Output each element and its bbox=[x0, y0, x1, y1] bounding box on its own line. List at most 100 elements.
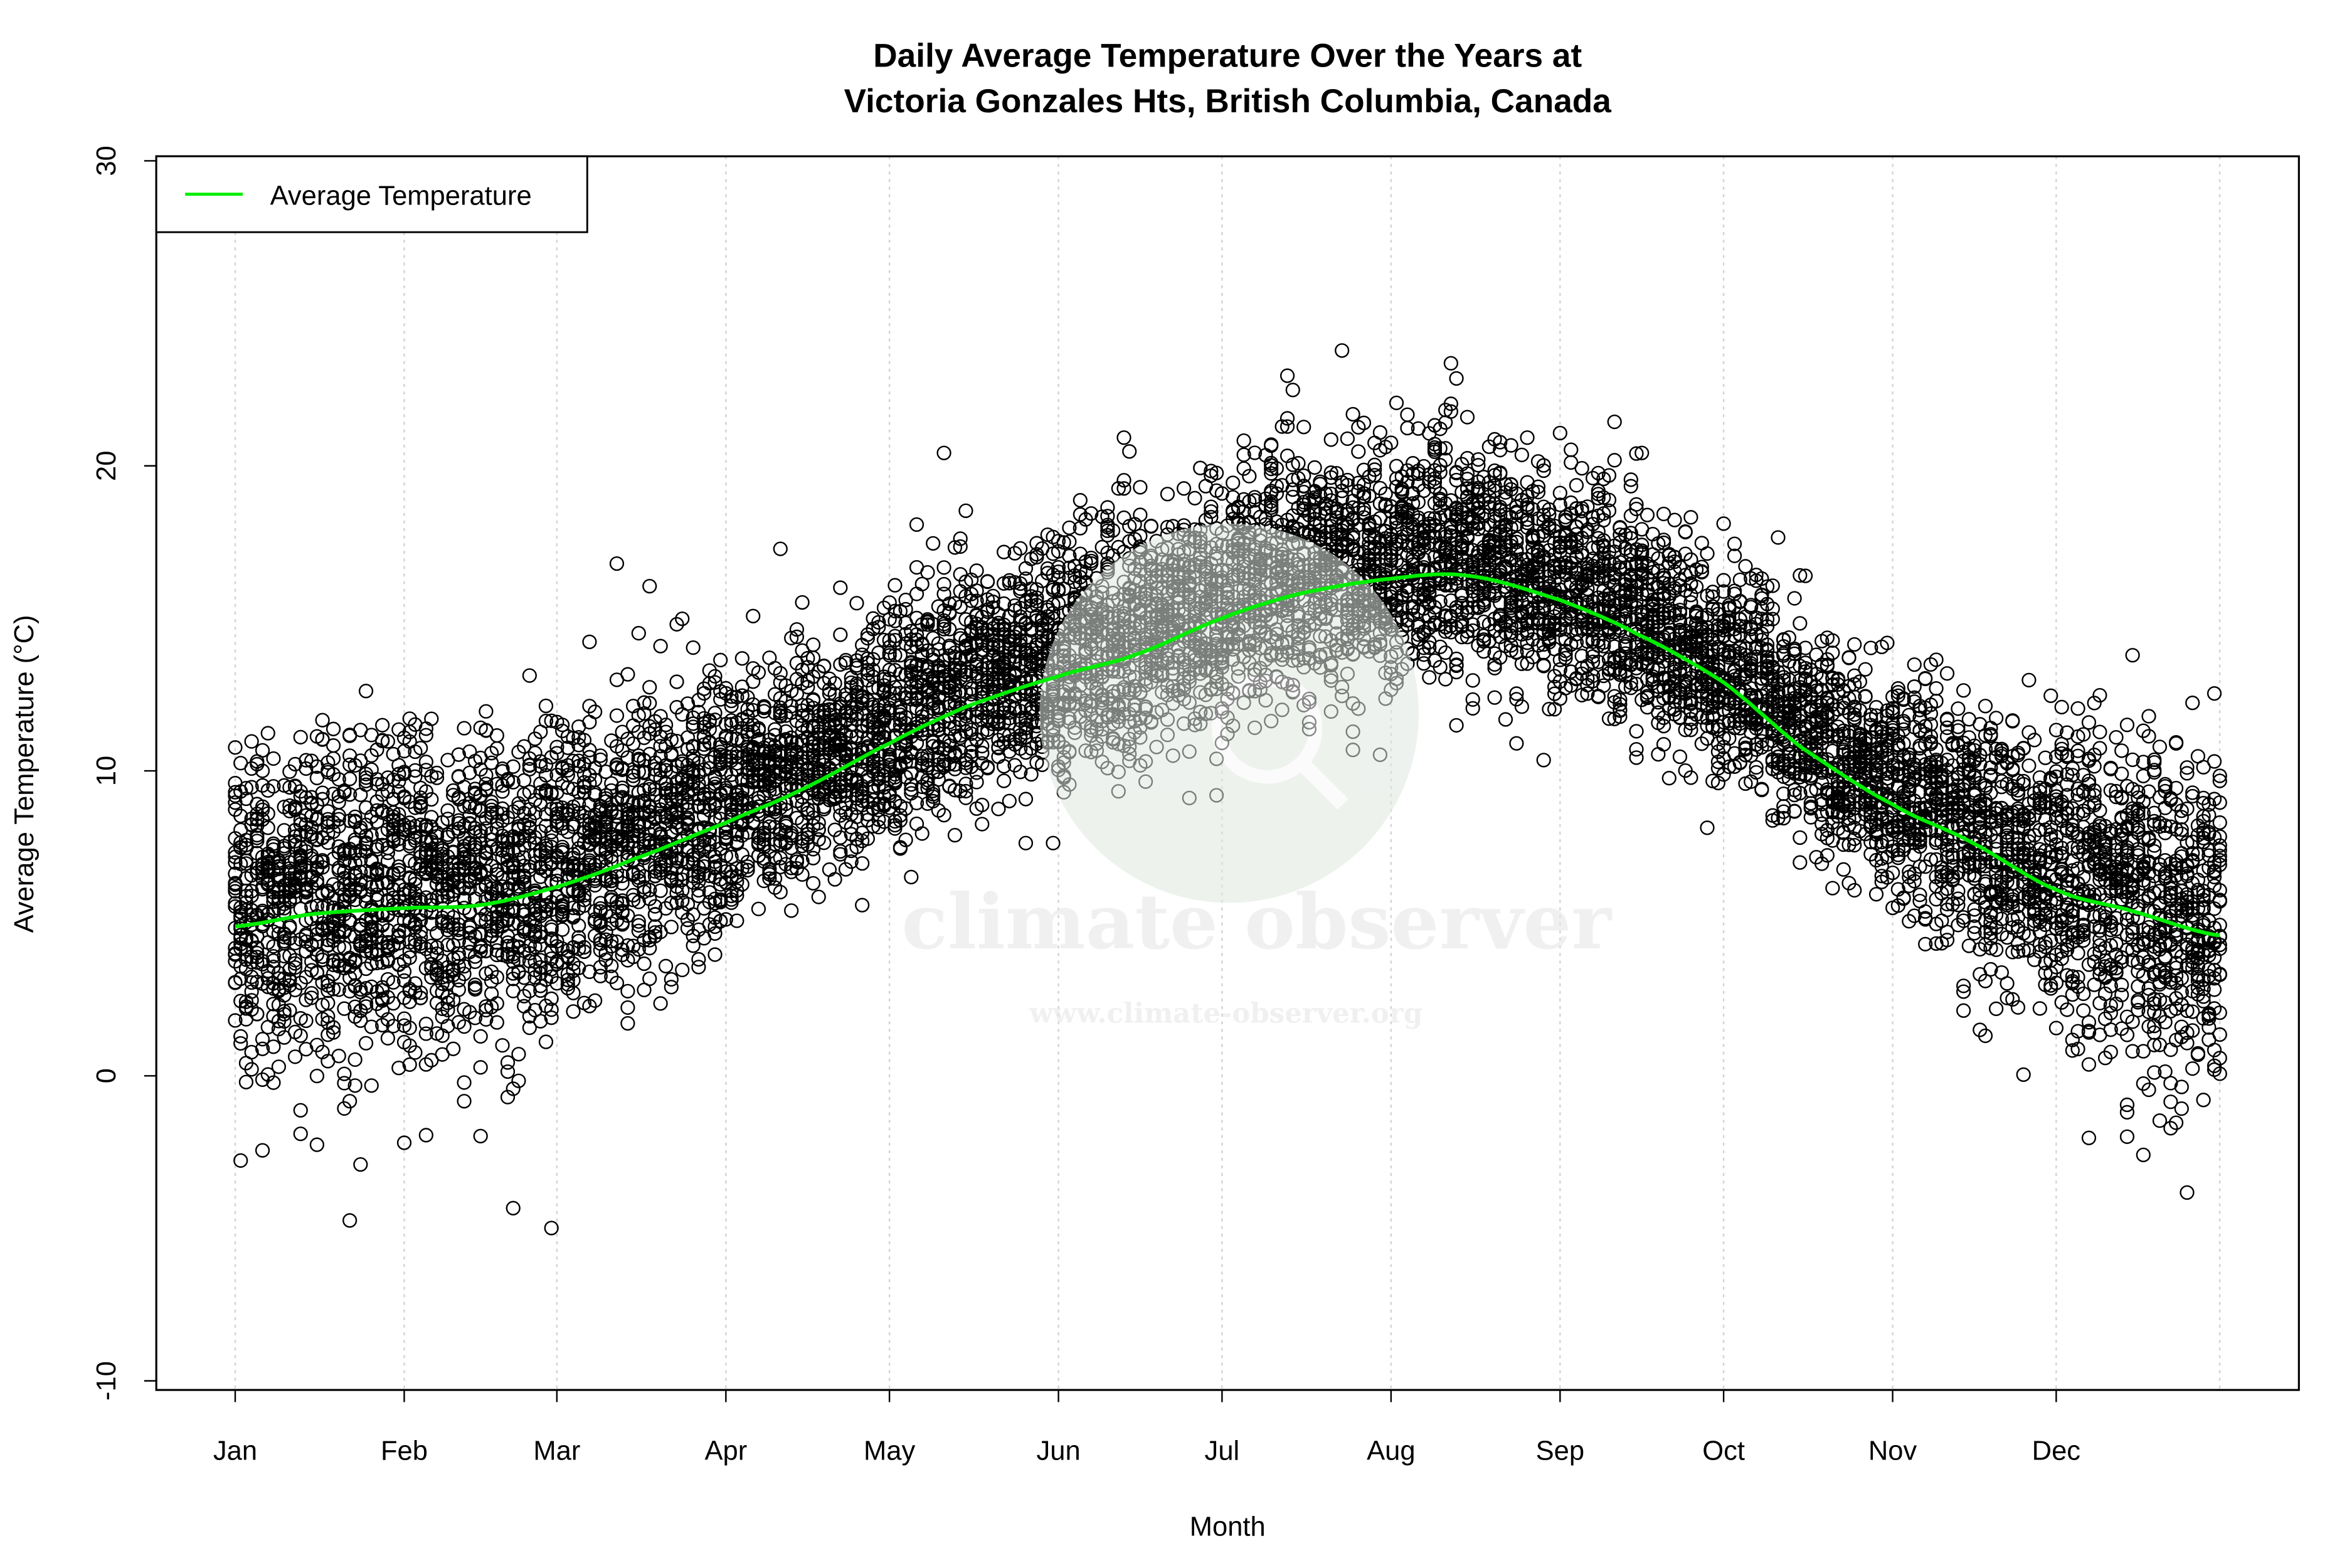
data-point bbox=[2185, 1023, 2200, 1038]
data-point bbox=[653, 638, 668, 654]
data-point bbox=[631, 625, 646, 641]
data-point bbox=[734, 688, 750, 703]
data-point bbox=[2060, 1002, 2075, 1017]
data-point bbox=[342, 1094, 358, 1109]
data-point bbox=[2212, 773, 2227, 788]
data-point bbox=[2212, 918, 2227, 933]
data-point bbox=[467, 982, 483, 997]
data-point bbox=[909, 816, 924, 832]
data-point bbox=[506, 1200, 521, 1216]
data-point bbox=[233, 993, 248, 1009]
data-point bbox=[364, 979, 379, 994]
data-point bbox=[773, 665, 788, 681]
data-point bbox=[500, 1055, 516, 1070]
data-point bbox=[544, 1221, 559, 1236]
data-point bbox=[358, 684, 374, 699]
data-point bbox=[997, 773, 1012, 788]
data-point bbox=[233, 1153, 248, 1168]
data-point bbox=[238, 1074, 254, 1089]
data-point bbox=[767, 660, 783, 676]
data-point bbox=[1100, 527, 1115, 543]
data-point bbox=[2212, 1051, 2227, 1066]
data-point bbox=[904, 777, 919, 792]
data-point bbox=[1193, 460, 1208, 475]
data-point bbox=[1929, 852, 1944, 867]
data-point bbox=[2163, 1094, 2178, 1110]
data-point bbox=[2081, 1015, 2097, 1030]
data-point bbox=[266, 1075, 281, 1090]
data-point bbox=[337, 1001, 352, 1016]
data-point bbox=[904, 869, 919, 885]
data-point bbox=[380, 953, 396, 969]
data-point bbox=[337, 1101, 352, 1116]
data-point bbox=[1868, 700, 1884, 715]
data-point bbox=[964, 737, 979, 753]
data-point bbox=[304, 986, 319, 1001]
data-point bbox=[936, 560, 951, 575]
data-point bbox=[1885, 716, 1900, 731]
data-point bbox=[233, 1029, 248, 1044]
data-point bbox=[228, 1013, 243, 1028]
data-point bbox=[2141, 729, 2156, 744]
data-point bbox=[2147, 755, 2162, 770]
data-point bbox=[462, 744, 477, 759]
data-point bbox=[1340, 472, 1355, 488]
data-point bbox=[691, 882, 706, 898]
data-point bbox=[1487, 468, 1502, 483]
data-point bbox=[1449, 718, 1464, 733]
data-point bbox=[1116, 430, 1131, 445]
data-point bbox=[909, 559, 924, 575]
data-point bbox=[2000, 990, 2015, 1005]
data-point bbox=[2016, 1067, 2031, 1083]
data-point bbox=[1939, 666, 1955, 681]
data-point bbox=[369, 742, 384, 758]
data-point bbox=[1536, 659, 1551, 674]
data-point bbox=[337, 1066, 352, 1081]
data-point bbox=[266, 751, 281, 766]
data-point bbox=[479, 1012, 494, 1027]
data-point bbox=[844, 854, 859, 869]
data-point bbox=[244, 888, 259, 904]
data-point bbox=[1018, 835, 1034, 850]
data-point bbox=[1945, 897, 1960, 912]
data-point bbox=[811, 822, 826, 837]
data-point bbox=[527, 954, 543, 969]
data-point bbox=[795, 595, 810, 610]
data-point bbox=[664, 874, 679, 889]
data-point bbox=[2180, 760, 2195, 775]
data-point bbox=[1672, 749, 1688, 765]
data-point bbox=[440, 803, 455, 818]
data-point bbox=[707, 947, 723, 962]
data-point bbox=[1509, 686, 1524, 701]
data-point bbox=[1820, 657, 1835, 672]
data-point bbox=[887, 773, 903, 788]
data-point bbox=[266, 997, 281, 1012]
data-point bbox=[1242, 469, 1257, 484]
data-point bbox=[287, 1049, 303, 1064]
data-point bbox=[1133, 480, 1148, 495]
data-point bbox=[2196, 893, 2211, 908]
data-point bbox=[2185, 845, 2200, 861]
data-point bbox=[1264, 461, 1279, 477]
data-point bbox=[511, 744, 526, 760]
data-point bbox=[418, 1128, 433, 1143]
data-point bbox=[233, 808, 248, 824]
data-point bbox=[1907, 657, 1922, 672]
data-point bbox=[1656, 535, 1671, 551]
data-point bbox=[1279, 368, 1295, 383]
data-point bbox=[2136, 1044, 2151, 1059]
data-point bbox=[358, 773, 374, 788]
data-point bbox=[2065, 761, 2080, 776]
data-point bbox=[2212, 768, 2227, 783]
data-point bbox=[386, 996, 401, 1011]
data-point bbox=[1204, 504, 1219, 519]
data-point bbox=[1983, 785, 1998, 800]
data-point bbox=[653, 996, 668, 1011]
data-point bbox=[1580, 686, 1595, 701]
data-point bbox=[2038, 750, 2053, 765]
data-point bbox=[2158, 1064, 2173, 1079]
data-point bbox=[1841, 650, 1857, 665]
data-point bbox=[1296, 420, 1311, 435]
data-point bbox=[1847, 837, 1862, 853]
